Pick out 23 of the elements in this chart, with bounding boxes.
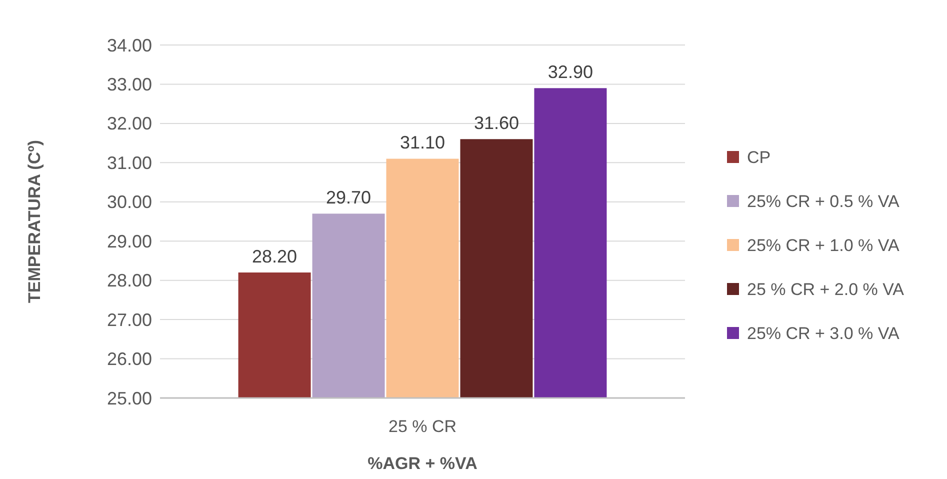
y-tick-label: 32.00 <box>106 114 152 134</box>
y-tick-label: 29.00 <box>106 231 152 252</box>
legend-label: 25% CR + 1.0 % VA <box>747 236 900 255</box>
y-tick-label: 34.00 <box>106 35 152 56</box>
y-tick-label: 33.00 <box>106 74 152 95</box>
x-axis-title: %AGR + %VA <box>368 454 478 473</box>
text: 28.20 <box>252 246 298 266</box>
y-tick-label: 31.00 <box>106 152 152 173</box>
legend-label: 25 % CR + 2.0 % VA <box>747 280 905 299</box>
y-axis-title: TEMPERATURA (Cº) <box>25 140 44 303</box>
legend-label: 25% CR + 3.0 % VA <box>747 324 900 343</box>
y-tick-label: 28.00 <box>106 270 152 291</box>
y-tick-label: 25.00 <box>106 388 152 408</box>
text: 32.90 <box>548 62 593 82</box>
y-tick-label: 26.00 <box>106 349 152 370</box>
text: 31.10 <box>400 132 446 153</box>
legend-label: 25% CR + 0.5 % VA <box>747 192 900 211</box>
y-tick-label: 27.00 <box>106 310 152 330</box>
y-tick-label: 30.00 <box>106 192 152 212</box>
x-tick-label: 25 % CR <box>388 417 457 436</box>
text: 31.60 <box>474 113 520 134</box>
text: 29.70 <box>326 188 372 208</box>
legend-label: CP <box>747 148 771 167</box>
